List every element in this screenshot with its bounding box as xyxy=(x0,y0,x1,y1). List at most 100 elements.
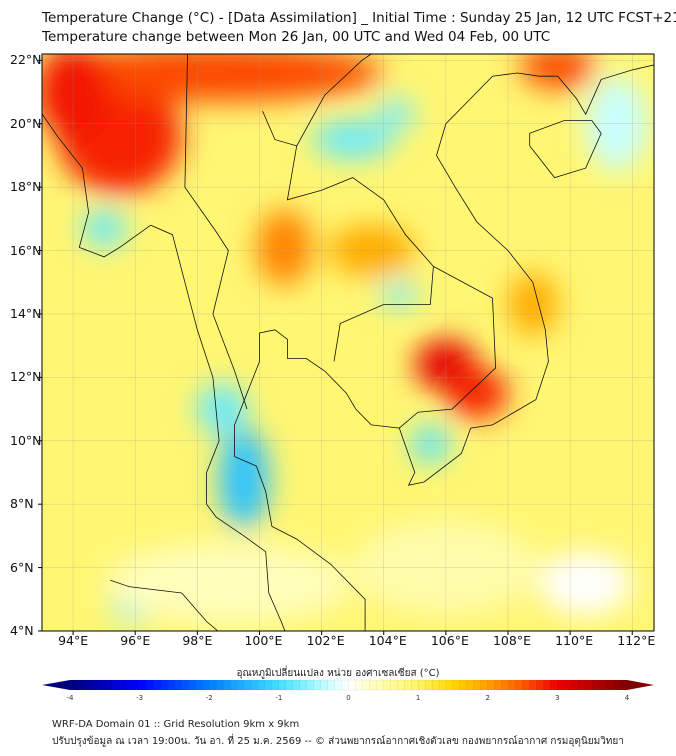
colorbar-segment xyxy=(508,679,517,691)
colorbar-tick-label: 0 xyxy=(346,694,351,702)
colorbar-segment xyxy=(487,679,496,691)
colorbar-segment xyxy=(250,679,259,691)
colorbar-segment xyxy=(605,679,614,691)
temperature-anomaly-area xyxy=(377,98,415,131)
colorbar-segment xyxy=(536,679,544,691)
colorbar-segment xyxy=(522,679,530,691)
colorbar-segment xyxy=(111,679,120,691)
colorbar-segment xyxy=(195,679,203,691)
temperature-anomaly-area xyxy=(445,367,508,419)
colorbar-segment xyxy=(612,679,621,691)
temperature-anomaly-area xyxy=(42,54,384,102)
temperature-anomaly-area xyxy=(411,424,449,463)
colorbar-segment xyxy=(571,679,579,691)
colorbar-segment xyxy=(83,679,92,691)
latitude-label: 20°N xyxy=(10,115,42,131)
longitude-label: 110°E xyxy=(555,633,594,648)
longitude-label: 94°E xyxy=(58,633,89,648)
colorbar-segment xyxy=(557,679,565,691)
temperature-anomaly-area xyxy=(380,282,418,308)
colorbar-segment xyxy=(369,679,377,691)
colorbar-segment xyxy=(160,679,168,691)
colorbar-segment xyxy=(264,679,273,691)
colorbar-segment xyxy=(313,679,322,691)
colorbar-segment xyxy=(390,679,398,691)
latitude-label: 18°N xyxy=(10,179,42,195)
coastline xyxy=(110,579,219,631)
colorbar-segment xyxy=(376,679,384,691)
colorbar-segment xyxy=(202,679,210,691)
latitude-label: 16°N xyxy=(10,242,42,258)
colorbar-segment xyxy=(243,679,252,691)
colorbar-segment xyxy=(320,679,329,691)
colorbar-segment xyxy=(327,679,336,691)
colorbar-tick-label: 2 xyxy=(485,694,490,702)
longitude-label: 112°E xyxy=(617,633,656,648)
colorbar-segment xyxy=(466,679,475,691)
colorbar-segment xyxy=(306,679,315,691)
colorbar-segment xyxy=(362,679,370,691)
colorbar-segment xyxy=(529,679,537,691)
colorbar-segment xyxy=(292,679,301,691)
colorbar-tick-label: 4 xyxy=(624,694,630,702)
latitude-label: 10°N xyxy=(10,432,42,448)
map-frame xyxy=(41,53,655,632)
colorbar-segment xyxy=(299,679,308,691)
temperature-anomaly-area xyxy=(42,54,111,140)
longitude-label: 96°E xyxy=(120,633,151,648)
colorbar-segment xyxy=(104,679,113,691)
temperature-anomaly-area xyxy=(539,551,633,616)
colorbar-segment xyxy=(515,679,524,691)
latitude-label: 12°N xyxy=(10,369,42,385)
temperature-anomaly-area xyxy=(507,272,558,337)
colorbar-segment xyxy=(348,679,356,691)
colorbar-segment xyxy=(174,679,182,691)
colorbar-segment xyxy=(411,679,419,691)
colorbar-segment xyxy=(139,679,148,691)
colorbar-segment xyxy=(223,679,231,691)
footer-model-info: WRF-DA Domain 01 :: Grid Resolution 9km … xyxy=(52,719,300,730)
temperature-anomaly-area xyxy=(104,542,353,625)
coastline xyxy=(42,113,286,631)
longitude-label: 100°E xyxy=(244,633,283,648)
latitude-label: 22°N xyxy=(10,52,42,68)
title-line-2: Temperature change between Mon 26 Jan, 0… xyxy=(42,29,551,45)
temperature-anomaly-area xyxy=(520,54,595,89)
colorbar-segment xyxy=(167,679,175,691)
longitude-label: 108°E xyxy=(492,633,531,648)
colorbar-tick-label: 1 xyxy=(415,694,421,702)
colorbar-segment xyxy=(431,679,440,691)
colorbar-segment xyxy=(438,679,447,691)
colorbar-segment xyxy=(69,679,78,691)
colorbar-segment xyxy=(146,679,154,691)
colorbar-segment xyxy=(118,679,127,691)
colorbar-segment xyxy=(90,679,99,691)
country-border xyxy=(184,54,248,410)
colorbar-segment xyxy=(285,679,294,691)
colorbar-segment xyxy=(592,679,600,691)
longitude-label: 102°E xyxy=(306,633,345,648)
colorbar-max-extend xyxy=(627,680,654,690)
latitude-label: 14°N xyxy=(10,305,42,321)
colorbar-title: อุณหภูมิเปลี่ยนแปลง หน่วย องศาเซลเซียส (… xyxy=(236,668,440,679)
colorbar-segment xyxy=(397,679,405,691)
colorbar-segment xyxy=(459,679,468,691)
latitude-label: 6°N xyxy=(10,559,34,575)
colorbar-segment xyxy=(578,679,586,691)
colorbar-segment xyxy=(209,679,217,691)
latitude-label: 4°N xyxy=(10,623,34,638)
colorbar-segment xyxy=(417,679,426,691)
colorbar-segment xyxy=(355,679,363,691)
longitude-label: 98°E xyxy=(182,633,213,648)
colorbar-tick-label: -3 xyxy=(136,694,144,702)
colorbar-segment xyxy=(132,679,141,691)
colorbar-segment xyxy=(257,679,266,691)
title-line-1: Temperature Change (°C) - [Data Assimila… xyxy=(42,10,676,26)
country-border xyxy=(296,54,373,147)
temperature-anomaly-area xyxy=(82,209,126,248)
colorbar-segment xyxy=(599,679,607,691)
colorbar-segment xyxy=(181,679,189,691)
colorbar-segment xyxy=(76,679,85,691)
